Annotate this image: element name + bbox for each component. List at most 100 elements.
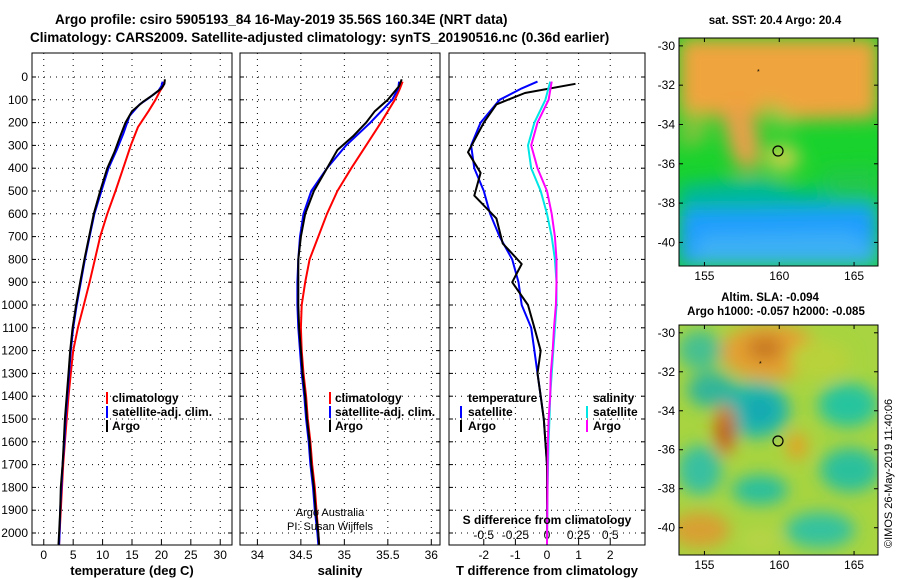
- series-line-argo: [297, 78, 403, 545]
- x-tick-label: -2: [478, 548, 489, 562]
- sla-map-frame: [678, 324, 879, 556]
- x-tick-label: 20: [155, 548, 169, 562]
- legend-label-climatology: climatology: [335, 391, 402, 405]
- depth-tick-label: 1900: [1, 503, 28, 517]
- salinity-grid: 34 34.5 35 35.5 36: [240, 53, 440, 562]
- depth-tick-label: 600: [8, 207, 28, 221]
- legend-label-climatology: climatology: [112, 391, 179, 405]
- depth-tick-label: 1300: [1, 366, 28, 380]
- legend-label-satellite: satellite-adj. clim.: [335, 405, 435, 419]
- legend-label-s-argo: Argo: [593, 419, 621, 433]
- lat-tick-label: -36: [658, 157, 676, 171]
- lat-tick-label: -32: [658, 365, 676, 379]
- depth-tick-label: 1800: [1, 480, 28, 494]
- lat-tick-label: -32: [658, 78, 676, 92]
- depth-tick-label: 500: [8, 184, 28, 198]
- s-difference-legend: salinity satellite Argo: [586, 391, 638, 433]
- x-tick-label: 25: [184, 548, 198, 562]
- depth-tick-label: 300: [8, 138, 28, 152]
- difference-series: [467, 80, 576, 545]
- sst-map-title: sat. SST: 20.4 Argo: 20.4: [709, 15, 842, 27]
- s-difference-tick-label: -0.5: [473, 528, 494, 542]
- x-tick-label: 2: [607, 548, 614, 562]
- x-tick-label: 5: [70, 548, 77, 562]
- lon-tick-label: 160: [769, 269, 789, 283]
- depth-tick-label: 700: [8, 230, 28, 244]
- depth-tick-label: 100: [8, 93, 28, 107]
- lat-tick-label: -38: [658, 196, 676, 210]
- lat-tick-label: -40: [658, 235, 676, 249]
- credit-timestamp: ©IMOS 26-May-2019 11:40:06: [883, 399, 895, 548]
- annotation-pi: PI: Susan Wijffels: [287, 521, 373, 533]
- legend-label-argo: Argo: [112, 419, 140, 433]
- x-tick-label: 34.5: [289, 548, 313, 562]
- depth-tick-label: 0: [21, 70, 28, 84]
- t-difference-axis-label: T difference from climatology: [456, 563, 639, 578]
- depth-tick-label: 1400: [1, 389, 28, 403]
- series-line-argo: [57, 79, 166, 545]
- lat-tick-label: -38: [658, 482, 676, 496]
- salinity-legend: climatology satellite-adj. clim. Argo: [329, 391, 435, 433]
- t-difference-legend: temperature satellite Argo: [460, 391, 538, 433]
- legend-title-temperature: temperature: [468, 391, 538, 405]
- sst-argo-location-marker: [772, 145, 784, 157]
- s-difference-axis-label: S difference from climatology: [463, 513, 632, 527]
- x-tick-label: 34: [251, 548, 265, 562]
- lon-tick-label: 165: [844, 558, 864, 572]
- lat-tick-label: -36: [658, 443, 676, 457]
- lon-tick-label: 155: [694, 558, 714, 572]
- s-difference-tick-label: 0.25: [567, 528, 591, 542]
- x-tick-label: 0: [544, 548, 551, 562]
- s-difference-tick-label: 0.5: [602, 528, 619, 542]
- lat-tick-label: -30: [658, 326, 676, 340]
- x-tick-label: 35.5: [376, 548, 400, 562]
- sla-argo-location-marker: [772, 435, 784, 447]
- series-line-climatology: [299, 81, 404, 545]
- series-line-s-argo: [530, 81, 558, 545]
- x-tick-label: 0: [40, 548, 47, 562]
- annotation-argo-australia: Argo Australia: [296, 507, 365, 519]
- legend-title-salinity: salinity: [593, 391, 635, 405]
- figure-title-line-1: Argo profile: csiro 5905193_84 16-May-20…: [55, 12, 507, 27]
- sla-map-ticks: -30 -32 -34 -36 -38 -40 155 160 165: [658, 325, 878, 572]
- sla-map-image: [679, 325, 878, 555]
- legend-label-t-argo: Argo: [468, 419, 496, 433]
- depth-tick-labels: 0 100 200 300 400 500 600 700 800 900 1000 1100 1200…: [1, 70, 28, 540]
- series-line-t-argo: [467, 82, 576, 545]
- depth-tick-label: 400: [8, 161, 28, 175]
- x-tick-label: 36: [425, 548, 439, 562]
- x-tick-label: 10: [96, 548, 110, 562]
- lat-tick-label: -30: [658, 39, 676, 53]
- salinity-series: [296, 78, 404, 545]
- sla-float-mark: *: [759, 361, 762, 368]
- sst-map-frame: [678, 37, 879, 267]
- lat-tick-label: -34: [658, 117, 676, 131]
- depth-tick-label: 900: [8, 275, 28, 289]
- temperature-legend: climatology satellite-adj. clim. Argo: [106, 391, 212, 433]
- x-tick-label: -1: [510, 548, 521, 562]
- lon-tick-label: 160: [769, 558, 789, 572]
- sla-map-subtitle: Argo h1000: -0.057 h2000: -0.085: [687, 306, 865, 318]
- sst-map-image: [679, 38, 878, 266]
- x-tick-label: 30: [214, 548, 228, 562]
- salinity-panel: [239, 52, 441, 546]
- sla-map-title: Altim. SLA: -0.094: [721, 292, 819, 304]
- legend-label-t-satellite: satellite: [468, 405, 513, 419]
- temperature-grid: 0 5 10 15 20 25 30: [32, 53, 232, 562]
- depth-tick-label: 1000: [1, 298, 28, 312]
- legend-label-satellite: satellite-adj. clim.: [112, 405, 212, 419]
- s-difference-tick-label: -0.25: [502, 528, 530, 542]
- legend-label-s-satellite: satellite: [593, 405, 638, 419]
- x-tick-label: 1: [575, 548, 582, 562]
- temperature-axis-label: temperature (deg C): [70, 563, 194, 578]
- sst-map-ticks: -30 -32 -34 -36 -38 -40 155 160 165: [658, 38, 878, 283]
- depth-tick-label: 2000: [1, 526, 28, 540]
- x-tick-label: 35: [338, 548, 352, 562]
- depth-tick-label: 800: [8, 252, 28, 266]
- depth-tick-label: 1700: [1, 458, 28, 472]
- lat-tick-label: -40: [658, 521, 676, 535]
- depth-tick-label: 1500: [1, 412, 28, 426]
- depth-tick-label: 200: [8, 116, 28, 130]
- temperature-series: [57, 79, 166, 545]
